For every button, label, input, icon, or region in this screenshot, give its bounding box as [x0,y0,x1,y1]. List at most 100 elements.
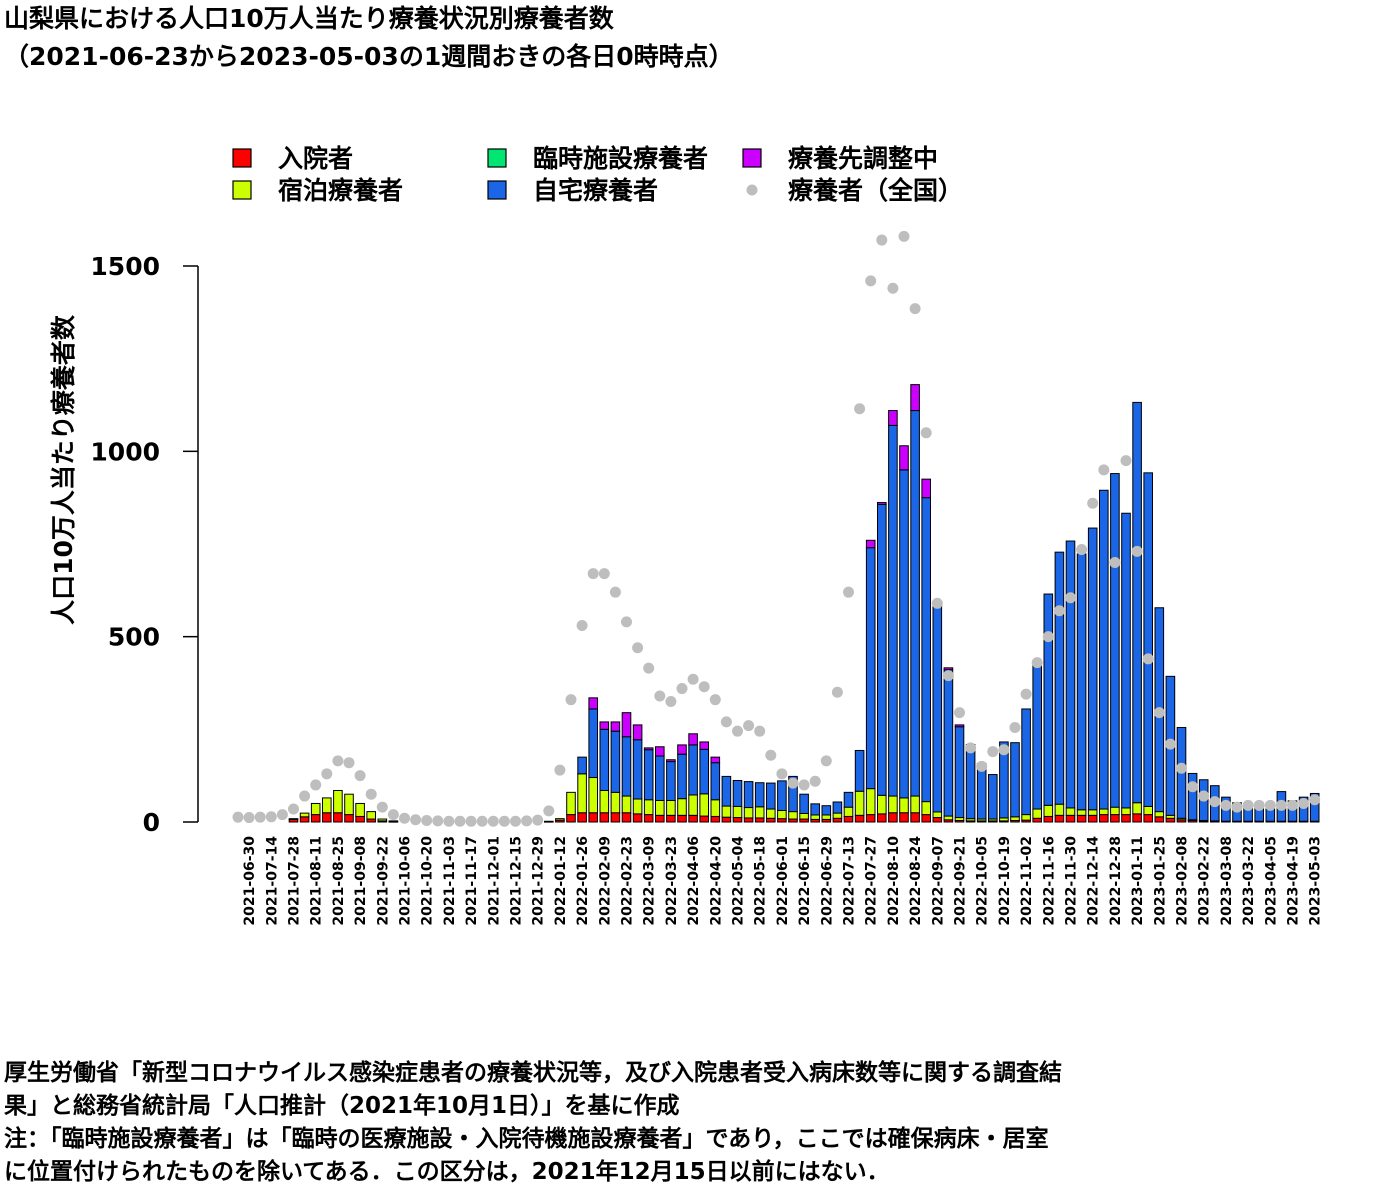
bar-hospitalized [621,812,632,823]
bar-hospitalized [1043,815,1054,823]
bar-hospitalized [721,816,732,823]
x-tick-label: 2023-01-11 [1130,836,1146,926]
bar-hospitalized [566,814,576,823]
bar-adjusting [954,724,965,728]
x-tick-label: 2021-08-25 [331,836,347,926]
bar-stack [643,747,654,823]
footnote-line3: 注：「臨時施設療養者」は「臨時の医療施設・入院待機施設療養者」であり，ここでは確… [4,1126,1049,1152]
national-dot [565,694,577,706]
national-dot [831,686,843,698]
national-dot [1198,790,1210,802]
bar-stack [299,812,310,823]
bar-adjusting [632,724,643,741]
bar-stack [566,791,576,823]
national-dot [1131,545,1143,557]
footnote-line2: 果」と総務省統計局「人口推計（2021年10月1日）」を基に作成 [4,1093,680,1119]
bar-home [799,793,809,814]
bar-hotel [1143,805,1154,816]
bar-stack [954,724,965,823]
national-dot [1009,721,1021,733]
bar-stack [288,818,299,823]
bar-hotel [333,789,343,814]
national-dot [332,755,344,767]
bar-adjusting [899,445,909,471]
bar-hospitalized [299,816,310,823]
bar-hotel [1010,816,1020,822]
x-tick-label: 2022-12-28 [1108,836,1124,926]
national-dot [1264,799,1276,811]
x-tick-label: 2022-06-15 [797,836,813,926]
bar-home [943,669,954,817]
bar-stack [655,746,665,823]
footnote: 厚生労働省「新型コロナウイルス感染症患者の療養状況等，及び入院患者受入病床数等に… [4,1057,1398,1189]
national-dot [887,282,899,294]
bar-hospitalized [1121,814,1131,823]
national-dot [454,815,466,827]
national-dot [1065,592,1076,604]
bar-hospitalized [743,817,754,823]
bar-home [832,801,843,814]
bar-stack [1099,489,1109,823]
bar-home [1132,401,1142,804]
bar-hotel [699,793,710,817]
legend-item: 療養先調整中 [742,144,938,173]
bar-home [666,761,676,802]
bar-hospitalized [877,813,887,823]
bar-adjusting [621,712,632,738]
bar-hospitalized [865,814,876,823]
bar-stack [976,762,987,823]
bar-hospitalized [1076,814,1087,823]
bar-home [1298,796,1309,822]
bar-adjusting [610,721,621,732]
y-tick-label: 0 [143,808,160,837]
national-dot [1231,801,1243,813]
national-dot [310,779,322,791]
y-axis-label: 人口10万人当たり療養者数 [49,314,78,625]
bar-home [1087,527,1098,811]
x-tick-label: 2021-12-01 [486,836,502,926]
bar-stack [1054,551,1065,823]
bar-hotel [777,810,787,820]
bar-hotel [544,820,554,823]
bar-home [1110,473,1120,808]
bar-home [910,410,920,797]
legend-item: 臨時施設療養者 [487,144,708,173]
national-dot [643,662,655,674]
bar-home [965,744,976,820]
national-dot [798,779,810,791]
national-dot [876,234,888,246]
bar-adjusting [688,733,698,746]
bar-stack [1010,742,1020,823]
bar-hotel [1154,811,1165,818]
chart-title: 山梨県における人口10万人当たり療養状況別療養者数 （2021-06-23から2… [4,0,734,76]
bar-home [610,730,621,793]
national-dot [954,707,965,719]
x-tick-label: 2022-03-09 [642,836,658,926]
bar-hotel [843,806,854,817]
bar-home [932,605,943,813]
x-tick-label: 2023-03-22 [1241,836,1257,926]
bar-stack [1187,772,1198,823]
bar-stack [877,501,887,823]
x-tick-label: 2023-05-03 [1308,836,1324,926]
bar-stack [999,741,1009,823]
x-tick-label: 2023-02-08 [1175,836,1191,926]
x-tick-label: 2021-10-20 [420,836,436,926]
national-dot [909,303,921,315]
national-dot [576,620,588,632]
bar-stack [1076,553,1087,823]
national-dot [1098,464,1110,476]
national-dot [543,805,555,817]
bar-stack [832,801,843,823]
bar-stack [555,818,565,823]
y-axis: 0 500 1000 1500 [90,252,199,837]
bar-home [999,741,1009,819]
bar-hospitalized [577,812,587,823]
bar-home [643,749,654,801]
bar-hospitalized [688,814,698,823]
bar-hospitalized [766,817,776,823]
bar-adjusting [666,759,676,763]
y-tick-label: 500 [108,623,160,652]
national-dot [1176,762,1187,774]
